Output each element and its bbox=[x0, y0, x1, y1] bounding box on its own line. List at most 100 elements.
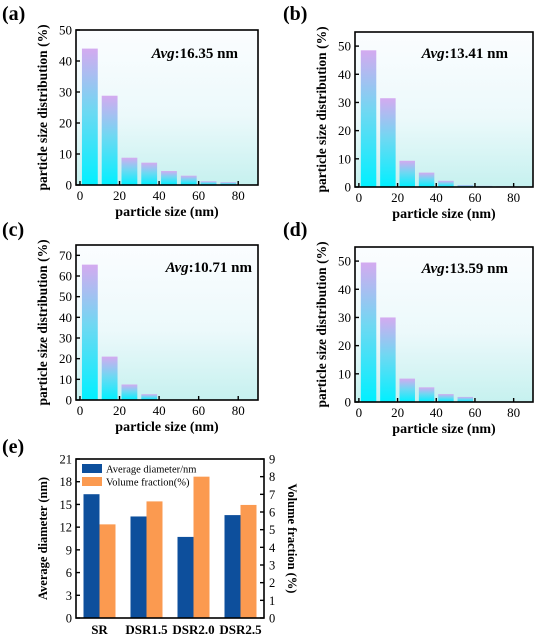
y-tick-label: 10 bbox=[59, 372, 72, 387]
histogram-bar bbox=[360, 262, 377, 402]
y-tick-label: 12 bbox=[60, 521, 73, 535]
x-axis-label: particle size (nm) bbox=[115, 205, 219, 220]
histogram-bar bbox=[438, 180, 454, 187]
y-tick-label: 18 bbox=[60, 475, 73, 489]
x-tick-label: 40 bbox=[153, 403, 166, 418]
average-annotation-value: :13.41 nm bbox=[445, 46, 509, 62]
x-tick-label: 40 bbox=[430, 405, 443, 420]
histogram-bar bbox=[360, 50, 377, 188]
plot-frame bbox=[75, 458, 265, 619]
y-tick-label: 60 bbox=[59, 269, 72, 284]
y-right-tick-label: 2 bbox=[269, 576, 275, 590]
plot-frame bbox=[75, 29, 259, 186]
y-right-tick-label: 3 bbox=[269, 559, 275, 573]
histogram-bar bbox=[399, 378, 415, 402]
histogram-bar bbox=[418, 387, 435, 402]
panel-label: (b) bbox=[283, 3, 307, 25]
legend-swatch bbox=[82, 477, 102, 486]
y-tick-label: 30 bbox=[59, 331, 72, 346]
histogram-bar bbox=[380, 98, 396, 187]
x-axis-label: particle size (nm) bbox=[115, 420, 219, 435]
x-category-label: DSR2.5 bbox=[219, 622, 262, 637]
diameter-bar bbox=[177, 536, 194, 618]
x-axis-label: particle size (nm) bbox=[392, 207, 496, 222]
x-axis-label: particle size (nm) bbox=[392, 422, 496, 437]
y-right-tick-label: 1 bbox=[269, 594, 275, 608]
histogram-bar bbox=[81, 48, 98, 185]
y-tick-label: 10 bbox=[338, 151, 351, 166]
average-annotation-prefix: Avg bbox=[421, 46, 446, 62]
histogram-bar bbox=[81, 264, 98, 400]
y-right-tick-label: 5 bbox=[269, 523, 275, 537]
y-tick-label: 50 bbox=[338, 39, 351, 54]
x-tick-label: 40 bbox=[430, 190, 443, 205]
y-axis-label: Average diameter (nm) bbox=[36, 477, 50, 600]
y-right-tick-label: 9 bbox=[269, 453, 275, 467]
y-tick-label: 20 bbox=[59, 116, 72, 131]
y-tick-label: 70 bbox=[59, 248, 72, 263]
x-tick-label: 60 bbox=[192, 188, 205, 203]
y-tick-label: 0 bbox=[66, 393, 73, 408]
panel-label: (d) bbox=[283, 219, 307, 241]
y-right-tick-label: 0 bbox=[269, 612, 275, 626]
x-tick-label: 60 bbox=[468, 190, 481, 205]
x-tick-label: 80 bbox=[507, 405, 520, 420]
y-right-tick-label: 4 bbox=[269, 541, 276, 555]
volume-fraction-bar bbox=[99, 524, 116, 618]
histogram-bar bbox=[101, 95, 118, 185]
x-tick-label: 0 bbox=[77, 403, 84, 418]
diameter-bar bbox=[83, 494, 100, 618]
y-tick-label: 3 bbox=[66, 589, 72, 603]
histogram-bar bbox=[200, 181, 217, 185]
y-tick-label: 0 bbox=[66, 612, 72, 626]
y-tick-label: 9 bbox=[66, 543, 72, 557]
y-tick-label: 21 bbox=[60, 453, 73, 467]
panel-label: (c) bbox=[2, 219, 24, 241]
y-tick-label: 30 bbox=[59, 85, 72, 100]
histogram-bar bbox=[418, 172, 435, 187]
histogram-bar bbox=[101, 356, 118, 400]
legend-swatch bbox=[82, 464, 102, 473]
average-annotation: Avg:16.35 nm bbox=[151, 46, 239, 62]
histogram-bar bbox=[220, 182, 237, 185]
average-annotation-value: :16.35 nm bbox=[175, 46, 239, 62]
legend-label: Volume fraction(%) bbox=[106, 478, 190, 489]
y-tick-label: 50 bbox=[59, 23, 72, 38]
x-tick-label: 60 bbox=[468, 405, 481, 420]
histogram-bar bbox=[399, 160, 415, 187]
y-tick-label: 10 bbox=[338, 366, 351, 381]
y-tick-label: 0 bbox=[345, 180, 352, 195]
y-right-tick-label: 8 bbox=[269, 470, 275, 484]
average-annotation-prefix: Avg bbox=[421, 261, 446, 277]
y-tick-label: 0 bbox=[345, 395, 352, 410]
y-tick-label: 20 bbox=[338, 123, 351, 138]
average-annotation-value: :13.59 nm bbox=[445, 261, 509, 277]
histogram-bar bbox=[457, 185, 474, 187]
histogram-bar bbox=[141, 162, 158, 185]
average-annotation: Avg:10.71 nm bbox=[165, 260, 253, 276]
y-axis-label: particle size distribution (%) bbox=[314, 241, 329, 407]
x-tick-label: 20 bbox=[113, 188, 126, 203]
y-axis-label: particle size distribution (%) bbox=[35, 24, 50, 190]
y-right-tick-label: 7 bbox=[269, 488, 275, 502]
y-tick-label: 0 bbox=[66, 178, 73, 193]
diameter-bar bbox=[130, 516, 147, 618]
y-tick-label: 40 bbox=[59, 310, 72, 325]
y-tick-label: 50 bbox=[59, 289, 72, 304]
y-tick-label: 40 bbox=[338, 282, 351, 297]
y-tick-label: 30 bbox=[338, 310, 351, 325]
y-tick-label: 40 bbox=[338, 67, 351, 82]
y-tick-label: 30 bbox=[338, 95, 351, 110]
volume-fraction-bar bbox=[146, 501, 163, 618]
x-category-label: SR bbox=[91, 622, 108, 637]
panel-label: (e) bbox=[2, 436, 24, 458]
histogram-bar bbox=[141, 394, 158, 400]
y-axis-label: particle size distribution (%) bbox=[35, 239, 50, 405]
y-tick-label: 20 bbox=[59, 351, 72, 366]
x-tick-label: 80 bbox=[232, 403, 245, 418]
histogram-bar bbox=[121, 157, 138, 185]
histogram-bar bbox=[161, 171, 177, 185]
y-tick-label: 15 bbox=[60, 498, 73, 512]
x-tick-label: 20 bbox=[113, 403, 126, 418]
